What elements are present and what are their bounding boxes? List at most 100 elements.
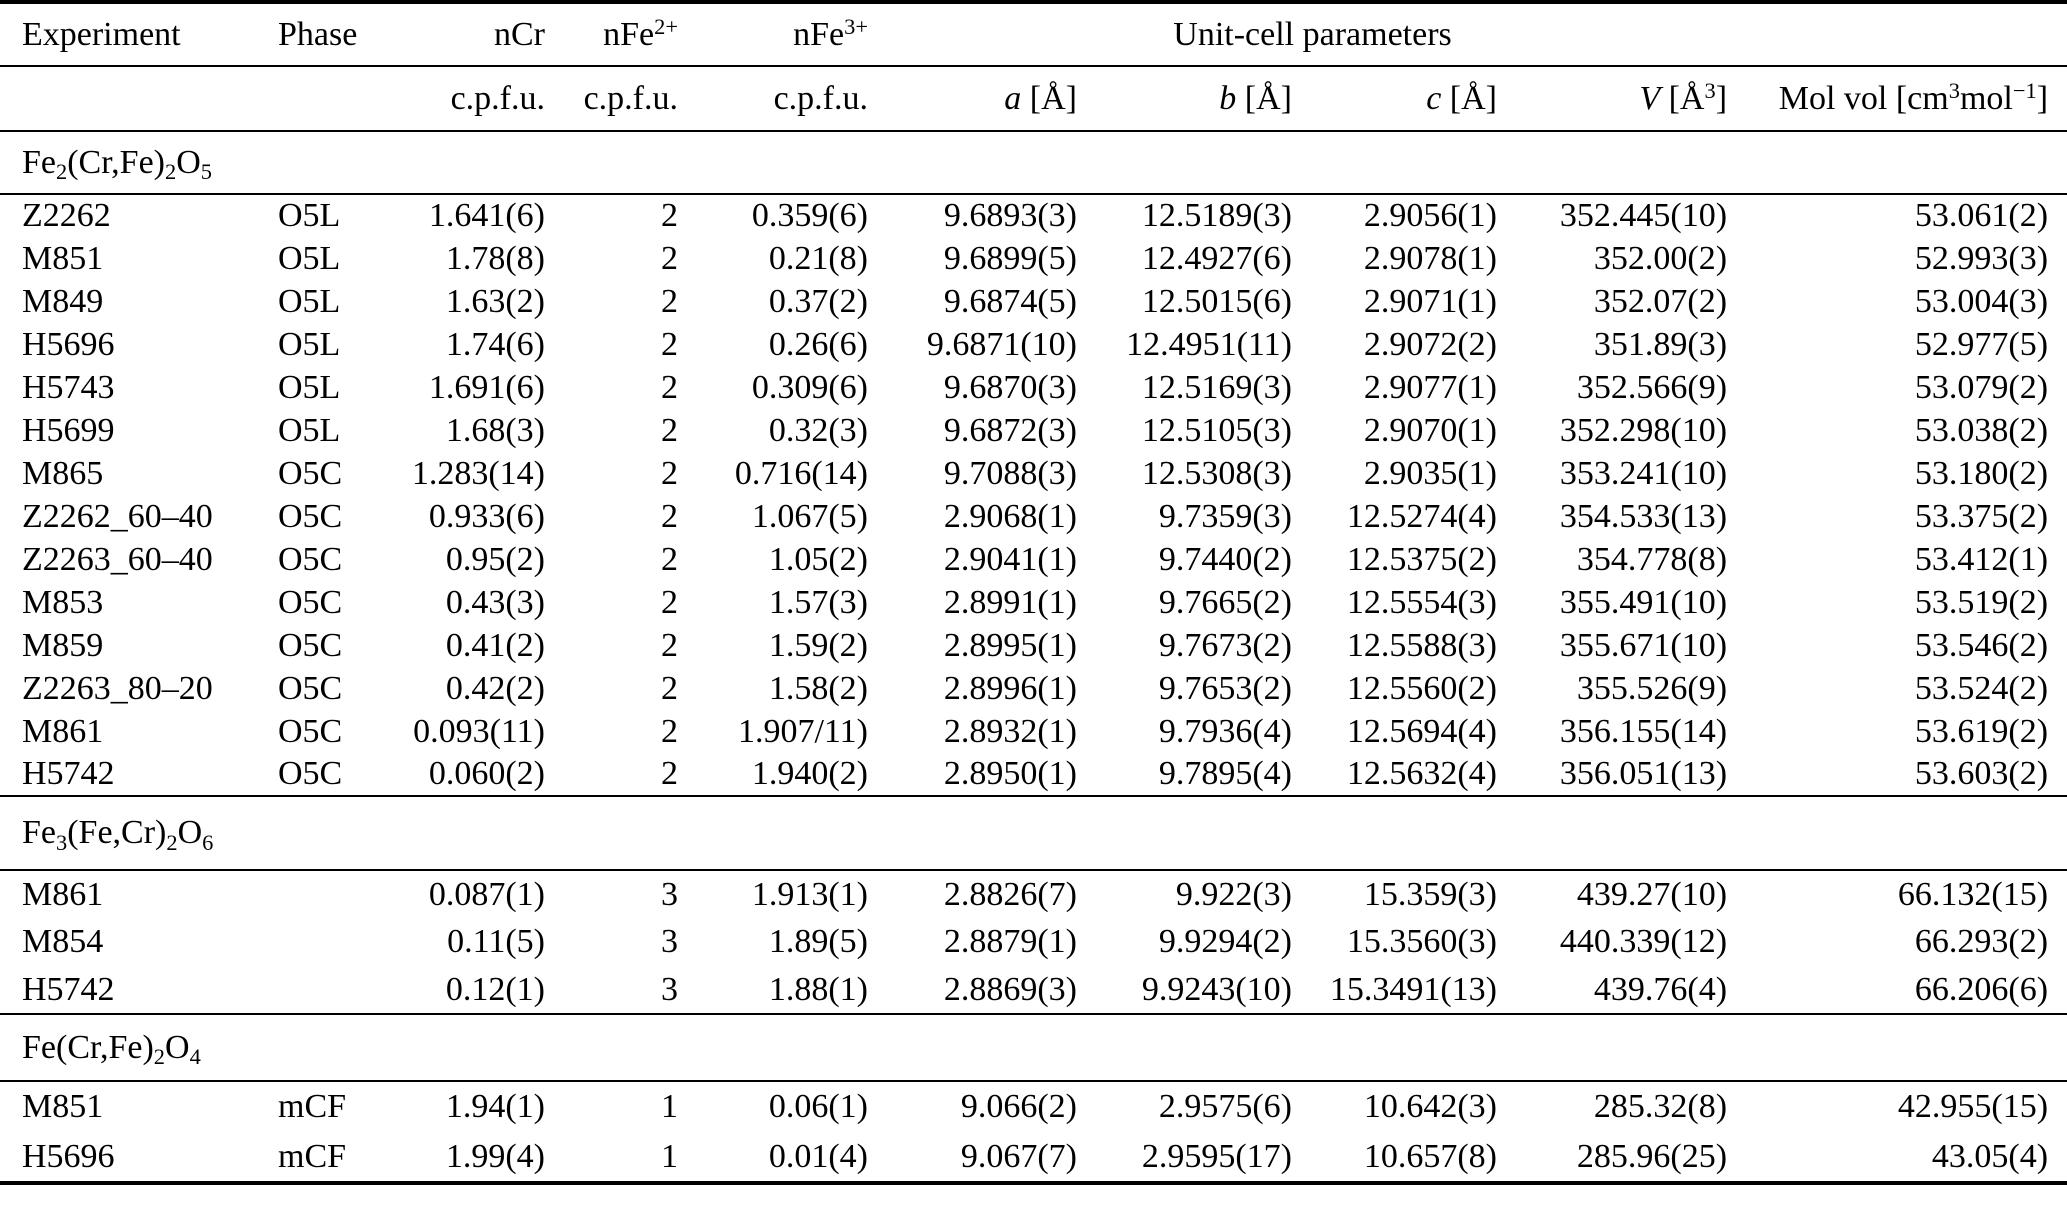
cell-nfe2: 3: [661, 970, 678, 1008]
cell-b: 9.7936(4): [1158, 712, 1292, 750]
cell-a: 2.8995(1): [943, 626, 1077, 664]
table-row: H5743 O5L 1.691(6) 2 0.309(6) 9.6870(3) 12.516…: [0, 366, 2067, 409]
cell-phase: [260, 966, 390, 1014]
cell-b: 9.7665(2): [1158, 583, 1292, 621]
cell-c: 12.5694(4): [1346, 712, 1497, 750]
cell-nfe3: 1.57(3): [768, 583, 868, 621]
cell-c: 2.9072(2): [1363, 325, 1497, 363]
cell-phase: O5C: [278, 669, 343, 707]
cell-phase: O5C: [278, 497, 343, 535]
cell-a: 9.6870(3): [943, 368, 1077, 406]
cell-ncr: 0.43(3): [445, 583, 545, 621]
cell-a: 2.8996(1): [943, 669, 1077, 707]
section-fe3fecr2o6: Fe3(Fe,Cr)2O6 M861 0.087(1) 3 1.913(1) 2.882…: [0, 795, 2067, 1014]
cell-v: 439.76(4): [1593, 970, 1728, 1008]
cell-v: 355.491(10): [1559, 583, 1728, 621]
cell-nfe3: 1.05(2): [768, 540, 868, 578]
cell-b: 12.5308(3): [1141, 454, 1292, 492]
cell-v: 356.051(13): [1559, 755, 1728, 793]
cell-molvol: 42.955(15): [1897, 1088, 2049, 1126]
col-header-phase: Phase: [260, 2, 390, 67]
section-fecrfe2o4: Fe(Cr,Fe)2O4 M851 mCF 1.94(1) 1 0.06(1) 9.066…: [0, 1013, 2067, 1183]
col-header-b: b [Å]: [1092, 66, 1307, 132]
cell-experiment: M861: [22, 875, 104, 913]
cell-b: 12.5015(6): [1141, 282, 1292, 320]
col-header-spacer: [1742, 2, 2067, 67]
cell-c: 10.642(3): [1363, 1088, 1497, 1126]
cell-nfe3: 0.32(3): [768, 411, 868, 449]
cell-experiment: H5696: [22, 1137, 115, 1175]
cell-c: 12.5375(2): [1346, 540, 1497, 578]
cell-ncr: 1.63(2): [445, 282, 545, 320]
cell-phase: O5L: [278, 197, 341, 235]
cell-a: 9.066(2): [960, 1088, 1077, 1126]
cell-phase: O5C: [278, 755, 343, 793]
cell-phase: mCF: [278, 1137, 347, 1175]
cell-experiment: Z2263_80–20: [22, 669, 213, 707]
cell-molvol: 53.180(2): [1914, 454, 2049, 492]
table-row: Z2263_80–20 O5C 0.42(2) 2 1.58(2) 2.8996(1) 9.…: [0, 667, 2067, 710]
cell-b: 9.7359(3): [1158, 497, 1292, 535]
cell-nfe2: 2: [661, 368, 678, 406]
cell-ncr: 0.087(1): [428, 875, 545, 913]
cell-b: 9.7440(2): [1158, 540, 1292, 578]
table-row: M861 O5C 0.093(11) 2 1.907/11) 2.8932(1) 9.793…: [0, 710, 2067, 753]
cell-molvol: 53.412(1): [1914, 540, 2049, 578]
subheader-cpfu-nfe2: c.p.f.u.: [560, 66, 693, 132]
cell-experiment: M854: [22, 923, 104, 961]
cell-v: 440.339(12): [1559, 923, 1728, 961]
cell-molvol: 66.293(2): [1914, 923, 2049, 961]
cell-ncr: 1.691(6): [428, 368, 545, 406]
cell-v: 352.298(10): [1559, 411, 1728, 449]
cell-phase: [260, 870, 390, 918]
cell-v: 356.155(14): [1559, 712, 1728, 750]
cell-experiment: H5742: [22, 970, 115, 1008]
cell-experiment: H5743: [22, 368, 115, 406]
cell-v: 352.566(9): [1576, 368, 1728, 406]
col-header-molvol: Mol vol [cm3mol−1]: [1742, 66, 2067, 132]
table-row: H5699 O5L 1.68(3) 2 0.32(3) 9.6872(3) 12.5105(…: [0, 409, 2067, 452]
cell-b: 2.9575(6): [1158, 1088, 1292, 1126]
cell-phase: mCF: [278, 1088, 347, 1126]
cell-molvol: 66.132(15): [1897, 875, 2049, 913]
subheader-cpfu-ncr: c.p.f.u.: [390, 66, 560, 132]
cell-phase: O5L: [278, 239, 341, 277]
table-row: H5742 O5C 0.060(2) 2 1.940(2) 2.8950(1) 9.7895…: [0, 753, 2067, 796]
cell-molvol: 52.993(3): [1914, 239, 2049, 277]
cell-experiment: M865: [22, 454, 104, 492]
cell-a: 2.8869(3): [943, 970, 1077, 1008]
table-row: M854 0.11(5) 3 1.89(5) 2.8879(1) 9.9294(2) 15.…: [0, 918, 2067, 966]
cell-nfe2: 1: [661, 1137, 678, 1175]
cell-nfe3: 1.907/11): [737, 712, 868, 750]
table-row: M861 0.087(1) 3 1.913(1) 2.8826(7) 9.922(3) 15…: [0, 870, 2067, 918]
cell-phase: O5C: [278, 583, 343, 621]
c-unit: [Å]: [1449, 79, 1497, 117]
cell-molvol: 43.05(4): [1931, 1137, 2049, 1175]
cell-ncr: 1.99(4): [445, 1137, 545, 1175]
cell-experiment: Z2263_60–40: [22, 540, 213, 578]
cell-nfe2: 2: [661, 755, 678, 793]
c-symbol: c: [1426, 79, 1442, 117]
table-row: M865 O5C 1.283(14) 2 0.716(14) 9.7088(3) 12.53…: [0, 452, 2067, 495]
cell-nfe2: 2: [661, 712, 678, 750]
b-unit: [Å]: [1244, 79, 1292, 117]
cell-nfe2: 2: [661, 411, 678, 449]
cell-nfe2: 2: [661, 282, 678, 320]
col-header-ncr: nCr: [390, 2, 560, 67]
cell-molvol: 66.206(6): [1914, 970, 2049, 1008]
cell-ncr: 1.74(6): [445, 325, 545, 363]
v-unit: [Å3]: [1668, 77, 1728, 117]
cell-ncr: 0.41(2): [445, 626, 545, 664]
cell-c: 2.9078(1): [1363, 239, 1497, 277]
subheader-empty-experiment: [0, 66, 260, 132]
table-header: Experiment Phase nCr nFe2+ nFe3+ Unit-ce…: [0, 2, 2067, 132]
subheader-empty-phase: [260, 66, 390, 132]
cell-nfe2: 2: [661, 626, 678, 664]
cell-b: 12.4951(11): [1126, 325, 1292, 363]
cell-experiment: Z2262: [22, 197, 111, 235]
cell-a: 9.6874(5): [943, 282, 1077, 320]
cell-c: 12.5560(2): [1346, 669, 1497, 707]
table-row: H5696 mCF 1.99(4) 1 0.01(4) 9.067(7) 2.9595(17…: [0, 1132, 2067, 1183]
cell-v: 285.32(8): [1593, 1088, 1728, 1126]
cell-experiment: H5742: [22, 755, 115, 793]
